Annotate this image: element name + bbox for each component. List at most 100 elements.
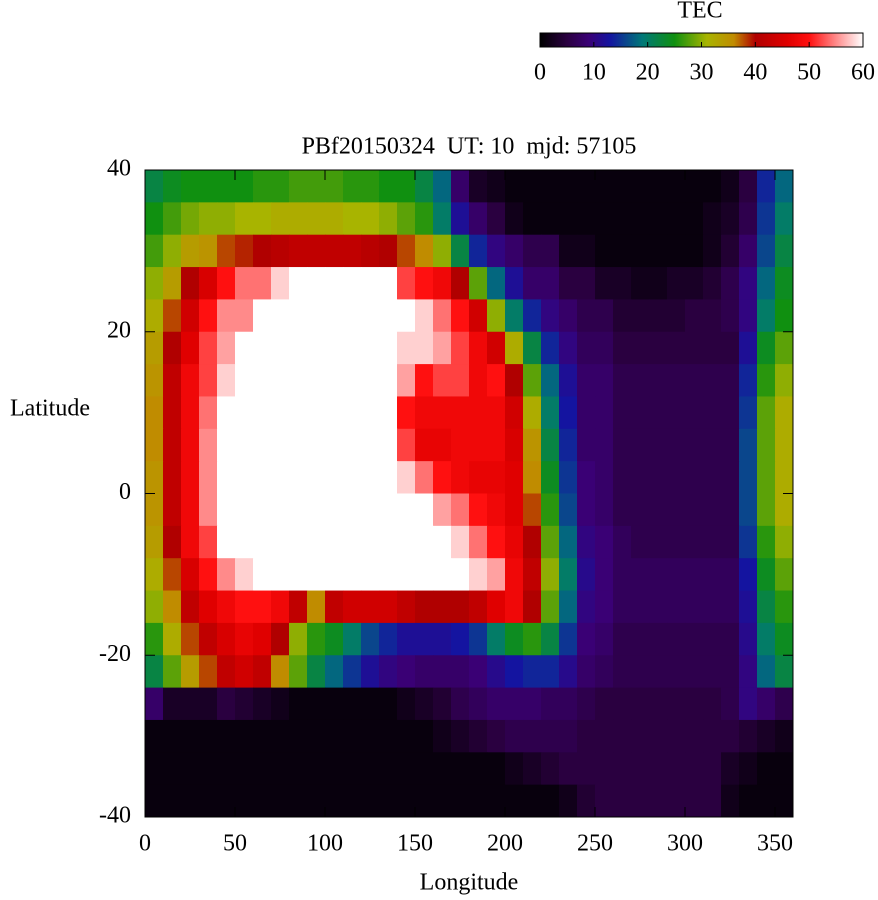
heat-cell: [613, 331, 632, 365]
heat-cell: [595, 461, 614, 494]
heat-cell: [145, 719, 164, 753]
heat-cell: [433, 558, 452, 592]
colorbar-label: TEC: [677, 0, 722, 24]
heat-cell: [757, 752, 776, 786]
heat-cell: [757, 461, 776, 494]
heat-cell: [721, 655, 740, 689]
x-tick-label: 50: [223, 831, 247, 857]
heat-cell: [163, 331, 182, 365]
heat-cell: [631, 687, 650, 721]
heat-cell: [523, 267, 542, 300]
heat-cell: [739, 525, 758, 559]
heat-cell: [631, 170, 650, 203]
heat-cell: [595, 396, 614, 430]
heat-cell: [775, 461, 794, 494]
colorbar-tick-label: 40: [743, 60, 767, 86]
heat-cell: [307, 655, 326, 689]
heat-cell: [397, 428, 416, 462]
heat-cell: [541, 493, 560, 527]
heat-cell: [361, 558, 380, 592]
heat-cell: [667, 364, 686, 397]
heat-cell: [703, 719, 722, 753]
heat-cell: [451, 558, 470, 592]
heat-cell: [343, 525, 362, 559]
heat-cell: [469, 396, 488, 430]
heat-cell: [775, 364, 794, 397]
heat-cell: [577, 784, 596, 818]
heat-cell: [541, 525, 560, 559]
heat-cell: [505, 622, 524, 656]
heat-cell: [775, 170, 794, 203]
heat-cell: [721, 234, 740, 268]
heat-cell: [703, 622, 722, 656]
heat-cell: [451, 396, 470, 430]
heat-cell: [307, 364, 326, 397]
heat-cell: [577, 493, 596, 527]
heat-cell: [415, 331, 434, 365]
heat-cell: [577, 590, 596, 624]
heat-cell: [307, 590, 326, 624]
heat-cell: [613, 428, 632, 462]
heat-cell: [271, 428, 290, 462]
heat-cell: [667, 525, 686, 559]
heat-cell: [577, 428, 596, 462]
heat-cell: [487, 299, 506, 333]
heat-cell: [613, 202, 632, 236]
heat-cell: [541, 267, 560, 300]
heat-cell: [487, 364, 506, 397]
heat-cell: [379, 687, 398, 721]
heat-cell: [181, 719, 200, 753]
heat-cell: [289, 590, 308, 624]
heat-cell: [433, 299, 452, 333]
heat-cell: [685, 752, 704, 786]
y-tick-label: 40: [107, 156, 131, 182]
heat-cell: [181, 687, 200, 721]
heat-cell: [649, 461, 668, 494]
heat-cell: [433, 525, 452, 559]
heat-cell: [199, 655, 218, 689]
heat-cell: [343, 202, 362, 236]
heat-cell: [199, 784, 218, 818]
heat-cell: [631, 299, 650, 333]
heat-cell: [703, 364, 722, 397]
heat-cell: [577, 655, 596, 689]
heat-cell: [379, 752, 398, 786]
heat-cell: [271, 558, 290, 592]
heat-cell: [451, 234, 470, 268]
heat-cell: [271, 396, 290, 430]
heat-cell: [235, 202, 254, 236]
heat-cell: [235, 622, 254, 656]
heat-cell: [415, 428, 434, 462]
heat-cell: [433, 170, 452, 203]
heat-cell: [649, 331, 668, 365]
heat-cell: [775, 687, 794, 721]
heat-cell: [451, 525, 470, 559]
heat-cell: [361, 234, 380, 268]
heat-cell: [487, 784, 506, 818]
heat-cell: [649, 364, 668, 397]
heat-cell: [739, 655, 758, 689]
heat-cell: [685, 428, 704, 462]
heat-cell: [739, 461, 758, 494]
heat-cell: [721, 687, 740, 721]
heat-cell: [379, 558, 398, 592]
heat-cell: [271, 719, 290, 753]
heat-cell: [505, 687, 524, 721]
heat-cell: [559, 558, 578, 592]
heat-cell: [775, 493, 794, 527]
heat-cell: [757, 331, 776, 365]
heat-cell: [451, 170, 470, 203]
heat-cell: [523, 234, 542, 268]
heat-cell: [307, 493, 326, 527]
heat-cell: [379, 428, 398, 462]
heat-cell: [163, 461, 182, 494]
heat-cell: [739, 558, 758, 592]
heat-cell: [451, 364, 470, 397]
heat-cell: [271, 493, 290, 527]
heat-cell: [163, 719, 182, 753]
heat-cell: [415, 234, 434, 268]
heat-cell: [397, 396, 416, 430]
heat-cell: [289, 655, 308, 689]
heat-cell: [775, 719, 794, 753]
heat-cell: [505, 267, 524, 300]
